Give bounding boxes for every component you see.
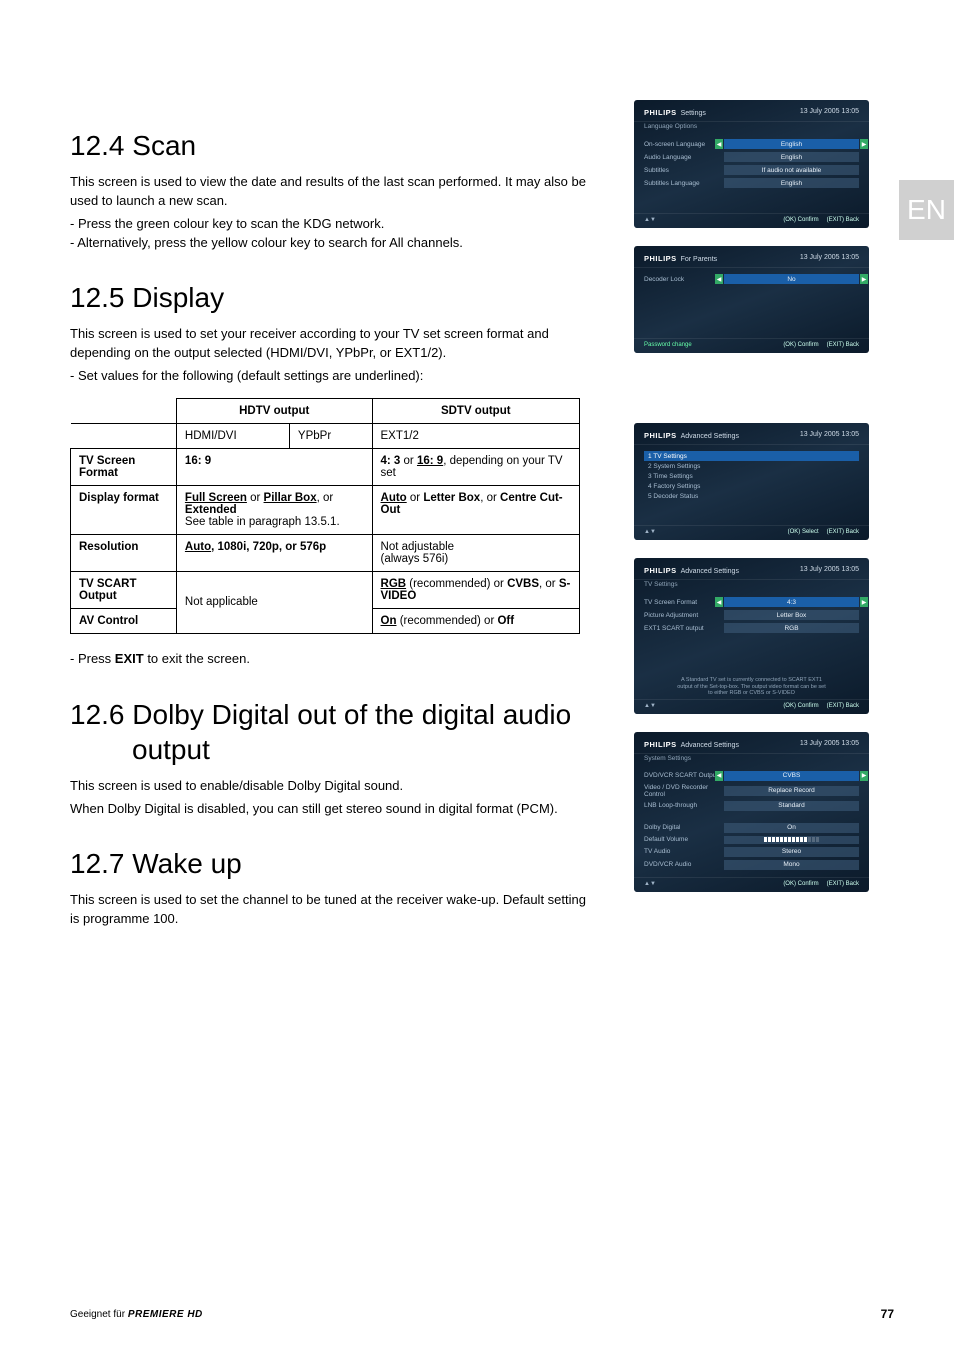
heading-dolby: 12.6 Dolby Digital out of the digital au… <box>70 697 590 767</box>
row-res-hdtv: Auto, 1080i, 720p, or 576p <box>176 534 372 571</box>
screenshot-language: PHILIPS Settings13 July 2005 13:05 Langu… <box>634 100 869 228</box>
display-exit-note: - Press EXIT to exit the screen. <box>70 650 590 669</box>
row-screen-label: TV Screen Format <box>71 448 177 485</box>
row-av-label: AV Control <box>71 608 177 633</box>
th-hdmi: HDMI/DVI <box>176 423 289 448</box>
screenshot-tvsettings: PHILIPS Advanced Settings13 July 2005 13… <box>634 558 869 714</box>
row-scart-na: Not applicable <box>176 571 372 633</box>
display-para: This screen is used to set your receiver… <box>70 325 590 363</box>
screenshot-column: PHILIPS Settings13 July 2005 13:05 Langu… <box>634 100 894 910</box>
heading-wake: 12.7 Wake up <box>70 846 590 881</box>
page-footer: Geeignet für PREMIERE HD 77 <box>70 1307 894 1321</box>
dolby-p1: This screen is used to enable/disable Do… <box>70 777 590 796</box>
page-number: 77 <box>881 1307 894 1321</box>
row-res-label: Resolution <box>71 534 177 571</box>
scan-bullet-1: - Press the green colour key to scan the… <box>70 215 590 234</box>
th-hdtv: HDTV output <box>176 398 372 423</box>
scan-para: This screen is used to view the date and… <box>70 173 590 211</box>
wake-p1: This screen is used to set the channel t… <box>70 891 590 929</box>
row-res-sdtv: Not adjustable(always 576i) <box>372 534 579 571</box>
row-screen-sdtv: 4: 3 or 16: 9, depending on your TV set <box>372 448 579 485</box>
settings-table: HDTV output SDTV output HDMI/DVI YPbPr E… <box>70 398 580 634</box>
screenshot-parents: PHILIPS For Parents13 July 2005 13:05 De… <box>634 246 869 353</box>
main-content: 12.4 Scan This screen is used to view th… <box>70 100 590 933</box>
th-ext: EXT1/2 <box>372 423 579 448</box>
row-dispfmt-label: Display format <box>71 485 177 534</box>
screenshot-advmenu: PHILIPS Advanced Settings13 July 2005 13… <box>634 423 869 540</box>
row-screen-hdtv: 16: 9 <box>176 448 372 485</box>
language-tab: EN <box>899 180 954 240</box>
heading-scan: 12.4 Scan <box>70 128 590 163</box>
screenshot-system: PHILIPS Advanced Settings13 July 2005 13… <box>634 732 869 892</box>
th-sdtv: SDTV output <box>372 398 579 423</box>
scan-bullet-2: - Alternatively, press the yellow colour… <box>70 234 590 253</box>
display-bullet-1: - Set values for the following (default … <box>70 367 590 386</box>
row-dispfmt-hdtv: Full Screen or Pillar Box, or ExtendedSe… <box>176 485 372 534</box>
th-ypbpr: YPbPr <box>289 423 372 448</box>
row-av-sdtv: On (recommended) or Off <box>372 608 579 633</box>
row-dispfmt-sdtv: Auto or Letter Box, or Centre Cut-Out <box>372 485 579 534</box>
row-scart-label: TV SCART Output <box>71 571 177 608</box>
dolby-p2: When Dolby Digital is disabled, you can … <box>70 800 590 819</box>
row-scart-sdtv: RGB (recommended) or CVBS, or S-VIDEO <box>372 571 579 608</box>
heading-display: 12.5 Display <box>70 280 590 315</box>
